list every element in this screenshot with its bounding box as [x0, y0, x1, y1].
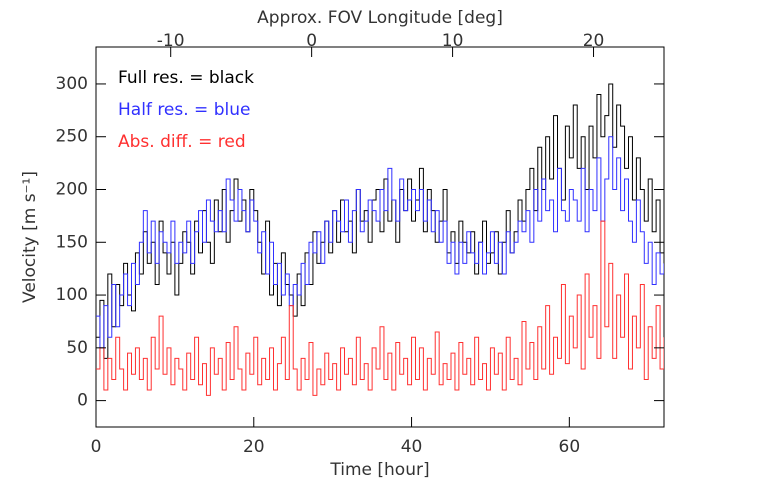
legend-entry: Half res. = blue — [118, 100, 250, 120]
series-line — [96, 136, 664, 349]
x-axis-title: Time [hour] — [329, 460, 429, 480]
x-tick-label: 20 — [243, 437, 265, 457]
y-tick-label: 300 — [56, 74, 88, 94]
legend-entry: Full res. = black — [118, 68, 254, 88]
y-tick-label: 50 — [66, 338, 88, 358]
y-axis-title: Velocity [m s⁻¹] — [20, 171, 40, 303]
x-tick-label: 40 — [401, 437, 423, 457]
top-tick-label: 0 — [306, 31, 317, 51]
y-tick-label: 200 — [56, 180, 88, 200]
top-axis-title: Approx. FOV Longitude [deg] — [257, 8, 503, 28]
y-tick-label: 100 — [56, 285, 88, 305]
top-tick-label: -10 — [157, 31, 185, 51]
y-tick-label: 0 — [77, 391, 88, 411]
legend-entry: Abs. diff. = red — [118, 132, 246, 152]
series-line — [96, 220, 664, 396]
top-tick-label: 20 — [583, 31, 605, 51]
series-line — [96, 83, 664, 359]
y-tick-label: 250 — [56, 127, 88, 147]
y-tick-label: 150 — [56, 232, 88, 252]
x-tick-label: 60 — [559, 437, 581, 457]
plot-area — [96, 83, 664, 396]
x-tick-label: 0 — [91, 437, 102, 457]
top-tick-label: 10 — [442, 31, 464, 51]
